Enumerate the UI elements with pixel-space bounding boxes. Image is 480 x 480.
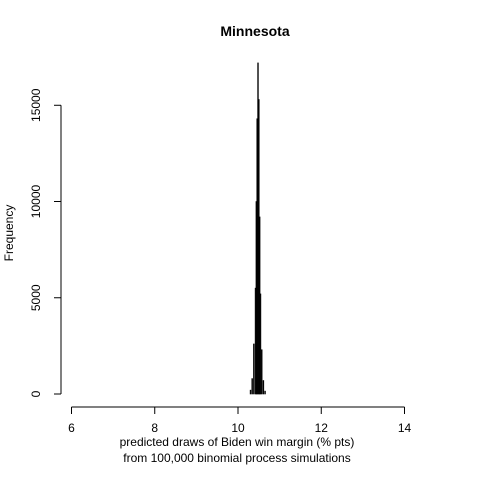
histogram-bar-10 [261,349,263,395]
x-tick-label-0: 6 [68,421,75,435]
x-tick-label-4: 14 [398,421,412,435]
y-tick-label-2: 10000 [29,185,43,219]
y-axis-label: Frequency [2,205,16,262]
histogram-bar-1 [251,378,253,395]
y-tick-label-0: 0 [29,390,43,397]
chart-title: Minnesota [220,23,289,39]
histogram-bar-12 [264,390,266,395]
histogram-bar-0 [249,389,252,395]
histogram-bars [249,62,266,395]
x-tick-label-1: 8 [151,421,158,435]
x-tick-label-2: 10 [231,421,245,435]
x-tick-label-3: 12 [315,421,329,435]
y-tick-label-1: 5000 [29,284,43,311]
x-axis-label-line1: predicted draws of Biden win margin (% p… [120,435,355,449]
y-axis-ticks: 0 5000 10000 15000 [29,88,61,397]
histogram-bar-2 [253,343,255,395]
x-axis-ticks: 6 8 10 12 14 [68,407,412,435]
x-axis-label-line2: from 100,000 binomial process simulation… [123,451,350,465]
histogram-bar-11 [262,380,265,395]
y-tick-label-3: 15000 [29,88,43,122]
histogram-bar-9 [259,293,262,395]
